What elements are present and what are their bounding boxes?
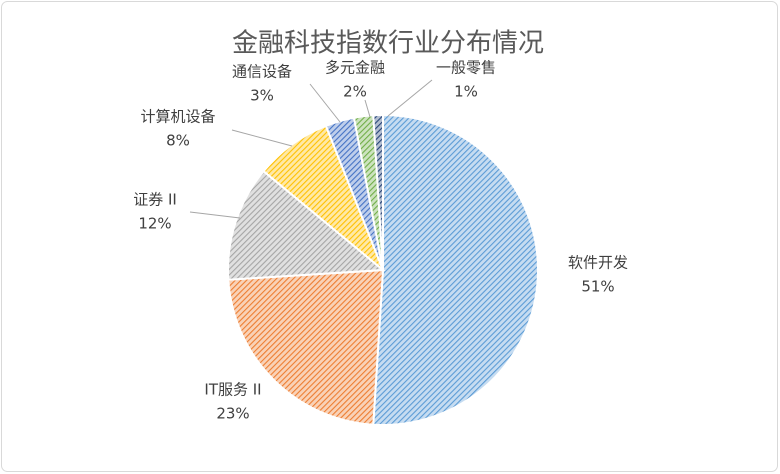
value-label: 3% [250,87,274,105]
value-label: 1% [454,83,478,101]
slice-label: IT服务 II [204,381,261,399]
value-label: 8% [166,132,190,150]
pie-slice [372,113,539,426]
value-label: 51% [581,278,614,296]
slice-label: 多元金融 [325,59,385,77]
slice-label: 证券 II [133,191,177,209]
value-label: 2% [343,83,367,101]
value-label: 12% [138,215,171,233]
leader-line [387,79,433,117]
pie [227,113,539,426]
slice-label: 软件开发 [568,254,628,272]
slice-label: 计算机设备 [140,108,215,126]
slice-label: 通信设备 [232,63,292,81]
pie-slice [227,169,386,281]
pie-slice [372,113,384,271]
leader-line [231,129,293,147]
slice-label: 一般零售 [436,59,496,77]
leader-line [309,83,341,123]
chart-title: 金融科技指数行业分布情况 [232,29,544,59]
leader-line [364,99,371,118]
leader-line [189,211,241,219]
value-label: 23% [216,405,249,423]
pie-slice [227,268,385,426]
